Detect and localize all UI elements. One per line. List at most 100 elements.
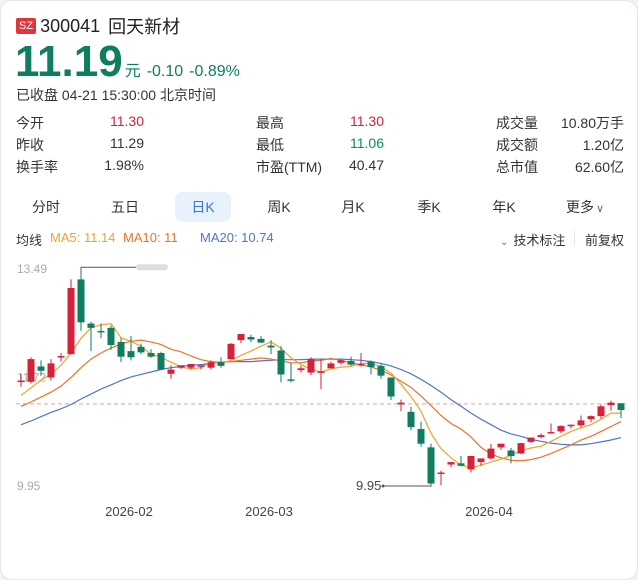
stat-label: 成交量 bbox=[496, 115, 538, 131]
stat-item: 成交额 1.20亿 bbox=[1, 135, 638, 155]
stat-value: 1.98% bbox=[104, 157, 144, 173]
tech-annotation-toggle[interactable]: ⌄ 技术标注 bbox=[500, 233, 566, 248]
candle-body bbox=[517, 443, 525, 454]
x-axis-label: 2026-04 bbox=[465, 504, 513, 519]
stat-label: 市盈(TTM) bbox=[256, 159, 323, 175]
candle-body bbox=[417, 428, 425, 444]
candle-body bbox=[597, 406, 605, 417]
candle-body bbox=[107, 327, 115, 346]
x-axis-label: 2026-02 bbox=[105, 504, 153, 519]
stat-label: 换手率 bbox=[16, 159, 58, 175]
candle-body bbox=[557, 425, 565, 432]
candle-body bbox=[607, 402, 615, 406]
stat-value: 11.06 bbox=[350, 135, 384, 151]
candle-body bbox=[497, 443, 505, 448]
candle-body bbox=[377, 365, 385, 376]
tab-6[interactable]: 年K bbox=[492, 199, 516, 215]
candle-body bbox=[407, 411, 415, 428]
candle-body bbox=[47, 363, 55, 378]
candle-body bbox=[247, 337, 255, 340]
min-marker-dot bbox=[381, 484, 385, 488]
stat-value: 11.29 bbox=[110, 135, 144, 151]
adjust-mode-button[interactable]: 前复权 bbox=[585, 233, 625, 248]
candle-body bbox=[487, 448, 495, 459]
candle-body bbox=[367, 361, 375, 368]
candle-body bbox=[277, 350, 285, 375]
candle-body bbox=[477, 458, 485, 463]
current-price: 11.19 bbox=[15, 37, 123, 86]
stat-value: 1.20亿 bbox=[582, 137, 624, 153]
min-marker-line bbox=[383, 480, 432, 487]
chevron-down-icon: ∨ bbox=[595, 203, 605, 215]
tab-1[interactable]: 五日 bbox=[111, 199, 139, 215]
y-axis-label: 13.49 bbox=[17, 262, 47, 276]
candle-body bbox=[217, 362, 225, 366]
stat-value: 11.30 bbox=[110, 113, 144, 129]
ma20-value: MA20: 10.74 bbox=[200, 230, 274, 245]
candle-body bbox=[437, 472, 445, 475]
max-marker-label bbox=[136, 264, 168, 271]
y-axis-label: 9.95 bbox=[17, 479, 41, 493]
stat-label: 成交额 bbox=[496, 137, 538, 153]
candle-body bbox=[87, 323, 95, 328]
candle-body bbox=[347, 360, 355, 365]
candle-body bbox=[507, 450, 515, 456]
chevron-down-icon: ⌄ bbox=[500, 237, 509, 248]
stat-item: 成交量 10.80万手 bbox=[1, 113, 638, 133]
period-tabs: 分时 五日 日K 周K 月K 季K 年K 更多 ∨ bbox=[1, 192, 638, 222]
candle-body bbox=[37, 366, 45, 371]
stat-value: 11.30 bbox=[350, 113, 384, 129]
candle-body bbox=[207, 362, 215, 368]
candle-body bbox=[297, 368, 305, 371]
divider bbox=[574, 231, 575, 245]
candle-body bbox=[587, 416, 595, 420]
stat-item: 市盈(TTM) 40.47 bbox=[1, 157, 638, 177]
candle-body bbox=[17, 380, 25, 383]
candle-body bbox=[397, 402, 405, 405]
candle-body bbox=[527, 437, 535, 442]
tab-2[interactable]: 日K bbox=[175, 192, 231, 222]
stat-label: 最高 bbox=[256, 115, 284, 131]
stat-item: 最低 11.06 bbox=[1, 135, 638, 155]
candle-body bbox=[447, 462, 455, 465]
min-marker-label: 9.95 bbox=[356, 478, 381, 493]
stat-item: 最高 11.30 bbox=[1, 113, 638, 133]
stat-value: 10.80万手 bbox=[560, 115, 624, 131]
tab-0[interactable]: 分时 bbox=[32, 199, 60, 215]
candle-body bbox=[67, 288, 75, 355]
price-unit: 元 bbox=[124, 63, 141, 80]
ma5-value: MA5: 11.14 bbox=[50, 230, 116, 245]
stock-name: 回天新材 bbox=[108, 17, 181, 37]
stat-item: 今开 11.30 bbox=[1, 113, 638, 133]
candle-body bbox=[337, 360, 345, 363]
candle-body bbox=[27, 359, 35, 382]
candle-body bbox=[177, 365, 185, 368]
candle-body bbox=[137, 346, 145, 353]
tab-5[interactable]: 季K bbox=[417, 199, 441, 215]
market-status: 已收盘 04-21 15:30:00 北京时间 bbox=[16, 87, 216, 103]
tab-4[interactable]: 月K bbox=[341, 199, 365, 215]
candle-body bbox=[537, 435, 545, 437]
candle-body bbox=[467, 455, 475, 470]
ma20-line bbox=[20, 358, 622, 446]
candle-body bbox=[127, 351, 135, 358]
candle-body bbox=[187, 364, 195, 368]
candle-body bbox=[547, 432, 555, 434]
candle-body bbox=[577, 420, 585, 426]
stat-item: 换手率 1.98% bbox=[1, 157, 638, 177]
stat-value: 40.47 bbox=[348, 157, 384, 173]
candle-body bbox=[97, 330, 105, 333]
price-row: 11.19 元 -0.10 -0.89% bbox=[15, 39, 240, 85]
x-axis-label: 2026-03 bbox=[245, 504, 293, 519]
candle-body bbox=[567, 424, 575, 427]
stat-label: 最低 bbox=[256, 137, 284, 153]
tab-7[interactable]: 更多 ∨ bbox=[565, 199, 605, 215]
candle-body bbox=[257, 338, 265, 343]
stat-label: 昨收 bbox=[16, 137, 44, 153]
stat-item: 昨收 11.29 bbox=[1, 135, 638, 155]
tab-3[interactable]: 周K bbox=[267, 199, 291, 215]
candle-body bbox=[287, 379, 295, 381]
candle-body bbox=[157, 352, 165, 370]
